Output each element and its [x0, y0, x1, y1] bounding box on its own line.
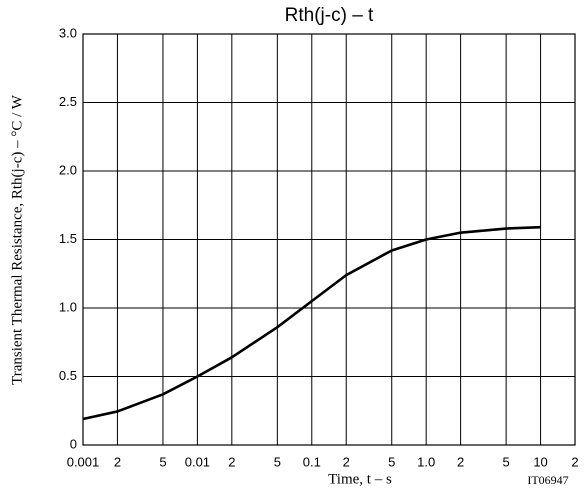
line — [82, 225, 541, 421]
chart-title: Rth(j-c) – t — [285, 5, 374, 26]
x-tick-label: 2 — [343, 454, 350, 469]
y-tick-label: 2.0 — [59, 162, 77, 177]
x-tick-label: 5 — [388, 454, 395, 469]
x-tick-label: 0.1 — [303, 454, 321, 469]
x-tick-label: 0.01 — [185, 454, 210, 469]
y-tick-label: 1.5 — [59, 231, 77, 246]
y-axis-label: Transient Thermal Resistance, Rth(j-c) –… — [9, 94, 25, 385]
x-tick-label: 2 — [228, 454, 235, 469]
x-tick-label: 0.001 — [67, 454, 100, 469]
x-tick-label: 2 — [571, 454, 578, 469]
plot-frame — [82, 33, 576, 446]
x-tick-label: 1.0 — [417, 454, 435, 469]
annotation: IT06947 — [527, 473, 568, 487]
y-tick-label: 0.5 — [59, 368, 77, 383]
x-tick-label: 2 — [457, 454, 464, 469]
y-tick-label: 0 — [70, 436, 77, 451]
x-tick-label: 2 — [114, 454, 121, 469]
y-tick-label: 2.5 — [59, 94, 77, 109]
x-tick-label: 5 — [159, 454, 166, 469]
y-tick-label: 1.0 — [59, 299, 77, 314]
x-tick-label: 5 — [274, 454, 281, 469]
y-tick-label: 3.0 — [59, 25, 77, 40]
x-axis-label: Time, t – s — [328, 471, 392, 487]
x-tick-label: 5 — [503, 454, 510, 469]
x-tick-label: 10 — [533, 454, 547, 469]
